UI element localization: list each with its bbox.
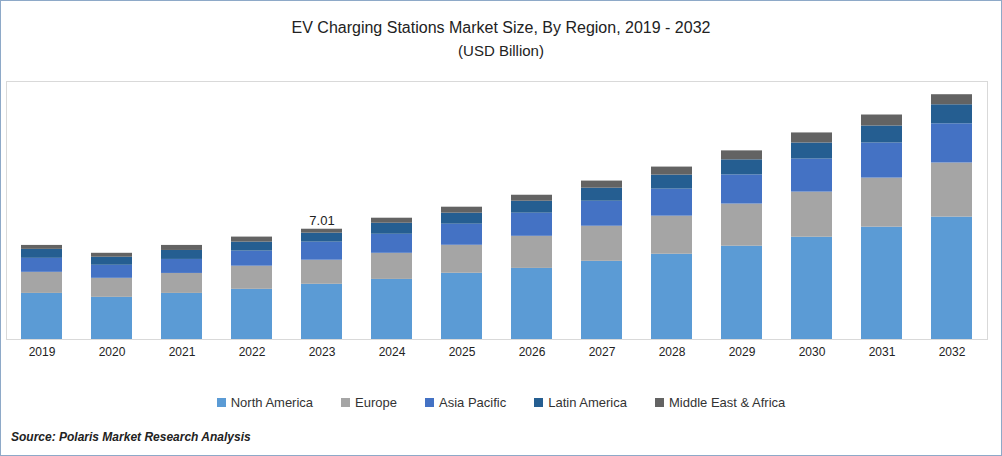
svg-text:2024: 2024 xyxy=(379,345,406,359)
svg-text:2026: 2026 xyxy=(519,345,546,359)
html-text:North America: North America xyxy=(230,395,314,410)
html-text:Europe: Europe xyxy=(355,395,397,410)
svg-text:2030: 2030 xyxy=(799,345,826,359)
svg-text:2027: 2027 xyxy=(589,345,616,359)
svg-text:2029: 2029 xyxy=(729,345,756,359)
svg-text:2028: 2028 xyxy=(659,345,686,359)
svg-text:2032: 2032 xyxy=(939,345,966,359)
svg-text:7.01: 7.01 xyxy=(309,213,334,228)
svg-text:2023: 2023 xyxy=(309,345,336,359)
svg-text:2025: 2025 xyxy=(449,345,476,359)
html-text:Asia Pacific: Asia Pacific xyxy=(439,395,507,410)
html-text:(USD Billion): (USD Billion) xyxy=(458,42,544,59)
svg-text:2031: 2031 xyxy=(869,345,896,359)
svg-text:2021: 2021 xyxy=(169,345,196,359)
svg-text:2022: 2022 xyxy=(239,345,266,359)
html-text:Source: Polaris Market Researc: Source: Polaris Market Research Analysis xyxy=(11,430,251,444)
html-text:Middle East & Africa: Middle East & Africa xyxy=(669,395,786,410)
html-text:EV Charging Stations Market Si: EV Charging Stations Market Size, By Reg… xyxy=(291,19,711,36)
svg-text:2019: 2019 xyxy=(29,345,56,359)
svg-text:2020: 2020 xyxy=(99,345,126,359)
html-text:Latin America: Latin America xyxy=(548,395,627,410)
